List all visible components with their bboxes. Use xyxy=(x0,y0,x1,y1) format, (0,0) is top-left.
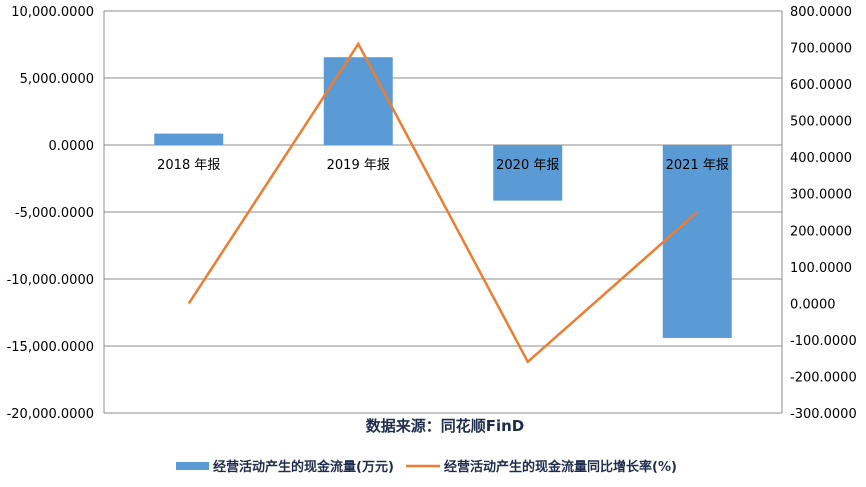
right-axis: 800.0000 700.0000 600.0000 500.0000 400.0000… xyxy=(790,5,857,422)
bar-series xyxy=(154,57,732,338)
right-tick-label: -300.0000 xyxy=(790,407,857,422)
left-tick-label: 10,000.0000 xyxy=(11,5,94,20)
legend-bar-swatch xyxy=(176,462,209,470)
right-tick-label: 200.0000 xyxy=(790,224,852,239)
left-tick-label: -5,000.0000 xyxy=(15,206,94,221)
source-label: 数据来源：同花顺FinD xyxy=(366,417,525,435)
legend-bar-label: 经营活动产生的现金流量(万元) xyxy=(213,459,394,475)
right-tick-label: 100.0000 xyxy=(790,261,852,276)
legend-line-label: 经营活动产生的现金流量同比增长率(%) xyxy=(444,459,677,475)
legend: 经营活动产生的现金流量(万元) 经营活动产生的现金流量同比增长率(%) xyxy=(176,459,677,475)
right-tick-label: 400.0000 xyxy=(790,151,852,166)
right-tick-label: -100.0000 xyxy=(790,334,857,349)
bar xyxy=(323,57,393,146)
left-tick-label: -10,000.0000 xyxy=(7,273,94,288)
category-label: 2019 年报 xyxy=(327,158,390,173)
line-series xyxy=(187,41,699,364)
right-tick-label: 300.0000 xyxy=(790,188,852,203)
left-axis: 10,000.0000 5,000.0000 0.0000 -5,000.0000 -1… xyxy=(7,5,94,422)
category-label: 2018 年报 xyxy=(157,158,220,173)
category-label: 2021 年报 xyxy=(666,158,729,173)
left-tick-label: -20,000.0000 xyxy=(7,407,94,422)
growth-line xyxy=(187,41,699,364)
bar xyxy=(493,145,563,201)
right-tick-label: 800.0000 xyxy=(790,5,852,20)
bar xyxy=(154,133,224,145)
right-tick-label: 600.0000 xyxy=(790,78,852,93)
category-label: 2020 年报 xyxy=(496,158,559,173)
category-labels: 2018 年报 2019 年报 2020 年报 2021 年报 xyxy=(157,158,729,173)
left-tick-label: 0.0000 xyxy=(49,139,95,154)
left-tick-label: 5,000.0000 xyxy=(20,72,94,87)
right-tick-label: -200.0000 xyxy=(790,370,857,385)
bar xyxy=(662,145,732,338)
right-tick-label: 500.0000 xyxy=(790,115,852,130)
right-tick-label: 0.0000 xyxy=(790,297,836,312)
right-tick-label: 700.0000 xyxy=(790,42,852,57)
left-tick-label: -15,000.0000 xyxy=(7,340,94,355)
